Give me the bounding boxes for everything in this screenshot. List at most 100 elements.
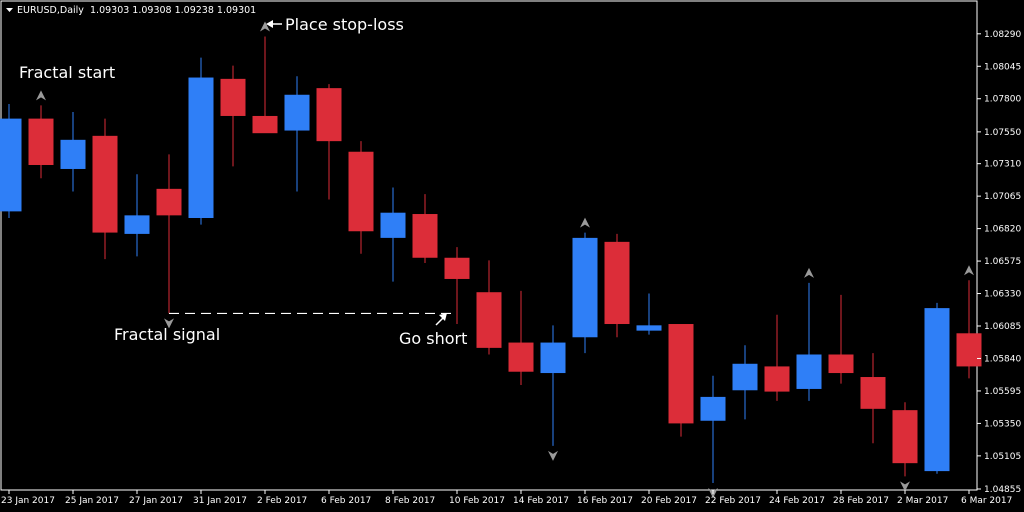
candle-body <box>828 354 854 374</box>
dropdown-triangle-icon[interactable] <box>6 8 13 12</box>
price-tick-label: 1.05840 <box>984 354 1021 364</box>
candle-body <box>220 78 246 116</box>
annotation-go-short: Go short <box>399 329 467 348</box>
date-tick-label: 20 Feb 2017 <box>641 496 697 506</box>
candle <box>124 174 150 257</box>
candle <box>572 232 598 354</box>
chart-header: EURUSD,Daily 1.09303 1.09308 1.09238 1.0… <box>6 5 256 16</box>
fractal-up-icon <box>260 21 270 32</box>
annotation-fractal-signal: Fractal signal <box>114 325 220 344</box>
candle-body <box>572 237 598 338</box>
fractal-up-icon <box>36 90 46 101</box>
candle-body <box>380 212 406 238</box>
price-tick-label: 1.06085 <box>984 322 1021 332</box>
date-tick-label: 16 Feb 2017 <box>577 496 633 506</box>
candle <box>444 247 470 325</box>
symbol-label: EURUSD,Daily <box>17 5 84 16</box>
fractal-down-icon <box>900 481 910 492</box>
candle-body <box>540 342 566 374</box>
candle <box>412 194 438 264</box>
price-tick-label: 1.06330 <box>984 290 1021 300</box>
candle-body <box>284 94 310 131</box>
candle <box>0 104 22 219</box>
candle <box>252 36 278 134</box>
candle-body <box>860 377 886 409</box>
candle <box>476 260 502 355</box>
fractal-down-icon <box>548 450 558 461</box>
candle-body <box>92 135 118 233</box>
candle-body <box>0 118 22 212</box>
candle <box>508 290 534 385</box>
candle-body <box>796 354 822 389</box>
price-tick-label: 1.07065 <box>984 192 1021 202</box>
candle-body <box>348 151 374 232</box>
ohlc-values: 1.09303 1.09308 1.09238 1.09301 <box>90 5 256 16</box>
candle <box>220 65 246 167</box>
date-tick-label: 10 Feb 2017 <box>449 496 505 506</box>
price-tick-label: 1.06820 <box>984 225 1021 235</box>
price-tick-label: 1.07800 <box>984 95 1021 105</box>
candle-body <box>316 88 342 142</box>
candle-body <box>764 366 790 392</box>
candle-body <box>956 333 982 367</box>
candle-body <box>412 214 438 258</box>
stop-loss-arrow-icon <box>266 20 282 28</box>
price-tick-label: 1.08045 <box>984 62 1021 72</box>
candle-body <box>732 363 758 391</box>
candle <box>860 353 886 444</box>
candle-body <box>60 139 86 169</box>
candle-body <box>508 342 534 372</box>
candle <box>764 314 790 401</box>
candle <box>60 111 86 192</box>
candle <box>668 324 694 437</box>
fractal-up-icon <box>580 217 590 228</box>
candle <box>636 293 662 335</box>
candle <box>892 402 918 477</box>
annotation-place-stop-loss: Place stop-loss <box>285 15 404 34</box>
candle-body <box>188 77 214 219</box>
fractal-up-icon <box>964 265 974 276</box>
candle <box>700 375 726 484</box>
candle <box>28 105 54 179</box>
date-tick-label: 31 Jan 2017 <box>193 496 247 506</box>
candles-layer <box>0 36 982 484</box>
candle-body <box>156 188 182 216</box>
price-tick-label: 1.05595 <box>984 387 1021 397</box>
candle <box>540 325 566 446</box>
date-tick-label: 8 Feb 2017 <box>385 496 435 506</box>
annotations: Fractal start Place stop-loss Fractal si… <box>19 15 467 348</box>
candle-body <box>892 410 918 464</box>
date-tick-label: 2 Feb 2017 <box>257 496 307 506</box>
date-tick-label: 23 Jan 2017 <box>1 496 55 506</box>
candle-body <box>700 396 726 421</box>
candle <box>956 280 982 379</box>
candle <box>348 141 374 254</box>
candle-body <box>924 308 950 472</box>
price-tick-label: 1.05105 <box>984 452 1021 462</box>
date-tick-label: 24 Feb 2017 <box>769 496 825 506</box>
candle <box>156 154 182 314</box>
candle <box>92 118 118 260</box>
candle <box>924 302 950 474</box>
candle <box>380 187 406 282</box>
date-tick-label: 2 Mar 2017 <box>897 496 948 506</box>
date-tick-label: 28 Feb 2017 <box>833 496 889 506</box>
candle-body <box>124 215 150 234</box>
date-tick-label: 22 Feb 2017 <box>705 496 761 506</box>
fractals-layer <box>36 21 974 499</box>
price-axis: 1.08290 1.08045 1.07800 1.07550 1.07310 1.070… <box>977 30 1021 495</box>
price-tick-label: 1.07550 <box>984 128 1021 138</box>
candle <box>316 84 342 200</box>
candle-body <box>668 324 694 424</box>
candle <box>732 345 758 420</box>
fractal-up-icon <box>804 267 814 278</box>
date-axis: 23 Jan 2017 25 Jan 2017 27 Jan 2017 31 Jan … <box>1 490 1012 506</box>
chart-frame <box>0 0 978 491</box>
candle <box>796 282 822 401</box>
price-tick-label: 1.08290 <box>984 30 1021 40</box>
candle <box>828 294 854 384</box>
candle-body <box>604 241 630 325</box>
price-tick-label: 1.04855 <box>984 485 1021 495</box>
